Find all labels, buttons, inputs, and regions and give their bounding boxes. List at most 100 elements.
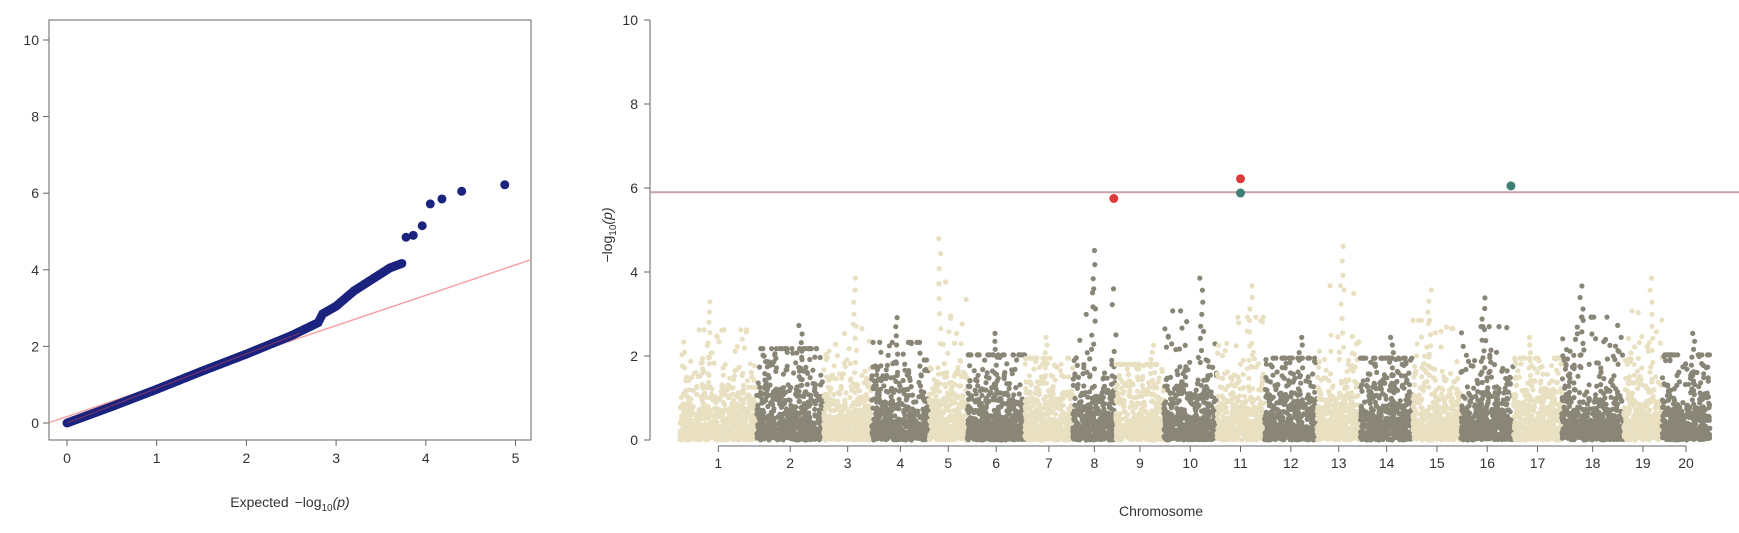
manhattan-point [897, 383, 903, 389]
manhattan-point [807, 375, 813, 381]
qq-x-tick-label: 1 [153, 450, 161, 466]
manhattan-point [719, 418, 725, 424]
manhattan-point [839, 375, 845, 381]
manhattan-point [756, 424, 763, 430]
manhattan-peak-point [936, 311, 943, 317]
manhattan-point [960, 430, 966, 436]
manhattan-point [1004, 390, 1010, 396]
manhattan-point [832, 341, 839, 347]
manhattan-peak-point [852, 335, 858, 341]
manhattan-point [1125, 372, 1131, 378]
manhattan-peak-point [1148, 356, 1154, 362]
manhattan-point [953, 370, 959, 376]
manhattan-point [701, 327, 707, 333]
manhattan-point [1101, 370, 1108, 376]
manhattan-point [1085, 422, 1091, 428]
manhattan-point [683, 378, 689, 384]
manhattan-point [1017, 382, 1023, 388]
manhattan-point [877, 339, 883, 345]
manhattan-point [1009, 371, 1015, 377]
manhattan-point [1058, 403, 1064, 409]
qq-y-tick-label: 0 [31, 415, 39, 431]
manhattan-point [983, 410, 989, 416]
manhattan-point [873, 363, 879, 369]
manhattan-point [772, 395, 778, 401]
manhattan-point [1065, 355, 1071, 361]
manhattan-point [720, 372, 727, 378]
qq-y-tick-label: 6 [31, 185, 39, 201]
manhattan-point [903, 433, 910, 439]
manhattan-point [915, 408, 921, 414]
manhattan-point [1113, 385, 1119, 391]
manhattan-point [796, 434, 802, 440]
manhattan-point [838, 410, 845, 416]
manhattan-peak-point [1089, 346, 1095, 352]
manhattan-point [1124, 424, 1130, 430]
manhattan-point [1009, 414, 1015, 420]
manhattan-point [731, 415, 737, 421]
manhattan-point [818, 372, 824, 378]
manhattan-point [1060, 409, 1066, 416]
manhattan-point [1153, 405, 1159, 411]
manhattan-peak-point [992, 346, 998, 352]
manhattan-point [826, 377, 832, 383]
manhattan-peak-point [893, 333, 899, 339]
manhattan-point [1027, 407, 1033, 413]
manhattan-point [782, 421, 788, 427]
manhattan-point [1121, 404, 1127, 410]
manhattan-point [1132, 405, 1138, 411]
manhattan-point [858, 427, 865, 433]
manhattan-point [972, 387, 978, 393]
manhattan-point [901, 391, 907, 397]
manhattan-point [842, 401, 848, 407]
manhattan-point [771, 359, 777, 365]
qq-y-tick-label: 4 [31, 262, 39, 278]
manhattan-point [864, 375, 870, 382]
manhattan-point [791, 370, 797, 376]
manhattan-point [883, 367, 889, 373]
qq-xlabel-arg: (p) [333, 494, 350, 510]
manhattan-point [1111, 348, 1117, 355]
manhattan-peak-point [936, 236, 942, 242]
manhattan-point [762, 398, 769, 404]
manhattan-point [808, 396, 814, 402]
manhattan-point [961, 369, 967, 375]
manhattan-point [1017, 352, 1023, 358]
manhattan-point [705, 436, 712, 442]
manhattan-point [728, 407, 734, 413]
manhattan-point [906, 392, 912, 399]
manhattan-point [1072, 417, 1078, 423]
manhattan-point [895, 433, 902, 439]
manhattan-point [908, 339, 914, 345]
manhattan-point [677, 434, 683, 440]
manhattan-point [713, 420, 719, 426]
manhattan-point [732, 405, 738, 411]
manhattan-point [960, 393, 966, 400]
manhattan-point [945, 350, 951, 356]
manhattan-point [744, 423, 750, 429]
manhattan-peak-point [893, 324, 899, 330]
manhattan-peak-point [1148, 370, 1154, 377]
manhattan-point [684, 402, 690, 408]
manhattan-point [1044, 427, 1050, 433]
manhattan-point [1152, 437, 1158, 443]
manhattan-point [1159, 368, 1165, 375]
manhattan-point [787, 434, 793, 440]
manhattan-point [855, 387, 861, 393]
manhattan-point [827, 436, 833, 442]
manhattan-point [957, 383, 964, 389]
manhattan-point [804, 381, 810, 387]
manhattan-point [767, 360, 773, 366]
manhattan-point [967, 378, 973, 384]
manhattan-point [917, 363, 923, 369]
manhattan-point [768, 400, 774, 406]
manhattan-point [1054, 418, 1060, 425]
manhattan-point [1109, 302, 1115, 308]
manhattan-point [705, 415, 711, 421]
manhattan-point [850, 436, 856, 442]
manhattan-point [1006, 385, 1012, 391]
manhattan-point [1169, 341, 1175, 347]
manhattan-point [818, 402, 824, 408]
manhattan-point [1001, 376, 1007, 382]
